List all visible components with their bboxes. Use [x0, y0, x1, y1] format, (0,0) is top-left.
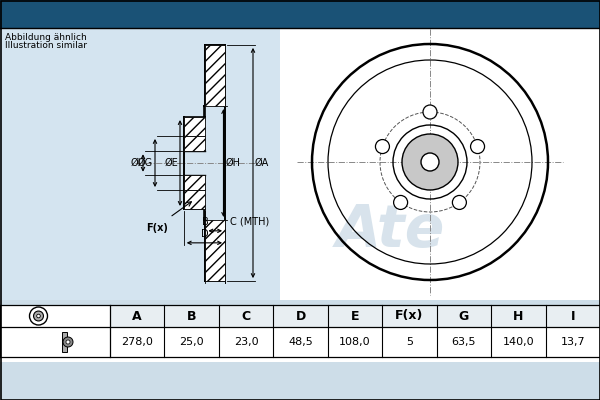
Circle shape — [470, 140, 485, 154]
Text: 108,0: 108,0 — [339, 337, 371, 347]
Circle shape — [452, 196, 466, 210]
Text: G: G — [459, 310, 469, 322]
Text: 13,7: 13,7 — [560, 337, 585, 347]
Text: 25,0: 25,0 — [179, 337, 204, 347]
Text: 63,5: 63,5 — [452, 337, 476, 347]
Text: C: C — [242, 310, 251, 322]
Circle shape — [394, 196, 407, 210]
Bar — [184, 190, 205, 209]
Text: 140,0: 140,0 — [503, 337, 534, 347]
Bar — [0, 0, 600, 28]
Text: 24.0125-0199.1: 24.0125-0199.1 — [99, 4, 271, 24]
Bar — [0, 28, 280, 300]
Text: Illustration similar: Illustration similar — [5, 41, 87, 50]
Text: D: D — [200, 229, 208, 239]
Text: Abbildung ähnlich: Abbildung ähnlich — [5, 33, 87, 42]
Bar — [62, 332, 67, 352]
Bar — [184, 175, 205, 190]
Text: I: I — [571, 310, 575, 322]
Circle shape — [34, 311, 43, 321]
Text: Ate: Ate — [335, 202, 445, 258]
Text: D: D — [295, 310, 305, 322]
Text: ØA: ØA — [255, 158, 269, 168]
Text: 23,0: 23,0 — [234, 337, 259, 347]
Circle shape — [376, 140, 389, 154]
Text: 278,0: 278,0 — [121, 337, 153, 347]
Text: C (MTH): C (MTH) — [230, 217, 269, 227]
Bar — [205, 220, 225, 281]
Text: ØI: ØI — [131, 158, 141, 168]
Text: ØE: ØE — [164, 158, 178, 168]
Text: 48,5: 48,5 — [288, 337, 313, 347]
Circle shape — [37, 314, 40, 318]
Bar — [184, 117, 205, 136]
Text: B: B — [187, 310, 196, 322]
Text: E: E — [351, 310, 359, 322]
Text: H: H — [513, 310, 524, 322]
Circle shape — [402, 134, 458, 190]
Text: 425199: 425199 — [349, 4, 431, 24]
Bar — [205, 45, 225, 106]
Text: A: A — [133, 310, 142, 322]
Bar — [280, 28, 600, 300]
Text: 5: 5 — [406, 337, 413, 347]
Text: B: B — [202, 217, 209, 227]
Bar — [0, 305, 600, 362]
Bar — [184, 136, 205, 151]
Text: F(x): F(x) — [146, 223, 167, 233]
Circle shape — [66, 340, 70, 344]
Text: ØG: ØG — [138, 158, 153, 168]
Circle shape — [63, 337, 73, 347]
Circle shape — [421, 153, 439, 171]
Text: F(x): F(x) — [395, 310, 424, 322]
Circle shape — [423, 105, 437, 119]
Text: ØH: ØH — [226, 158, 241, 168]
Bar — [110, 305, 600, 327]
